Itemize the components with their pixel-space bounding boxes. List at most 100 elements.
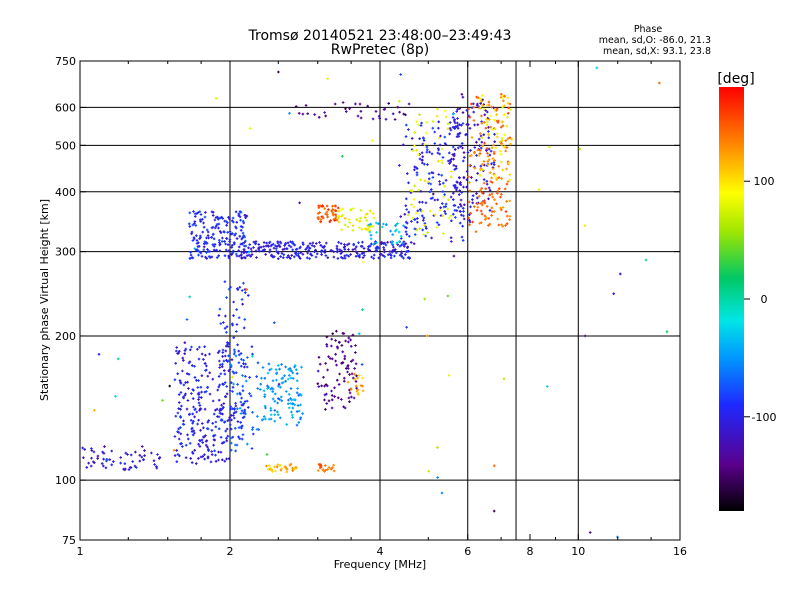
data-point (239, 218, 242, 222)
data-point (235, 237, 239, 240)
data-point (612, 292, 615, 295)
data-point (481, 201, 485, 204)
data-point (454, 165, 458, 168)
data-point (480, 212, 484, 216)
data-point (201, 455, 204, 458)
data-point (361, 256, 365, 259)
data-point (214, 226, 217, 230)
data-point (501, 120, 504, 124)
data-point (273, 392, 277, 396)
data-point (206, 374, 210, 378)
data-point (375, 231, 378, 234)
data-point (428, 150, 431, 154)
data-point (473, 205, 476, 208)
data-point (425, 150, 429, 154)
data-point (276, 251, 280, 254)
data-point (224, 395, 227, 398)
x-axis-label: Frequency [MHz] (334, 558, 426, 571)
data-point (204, 353, 207, 357)
data-point (102, 457, 105, 461)
data-point (102, 464, 105, 468)
data-point (289, 245, 293, 249)
data-point (286, 241, 290, 245)
data-point (480, 136, 484, 139)
data-point (499, 160, 503, 164)
data-point (232, 382, 235, 386)
data-point (235, 226, 238, 230)
data-point (82, 456, 85, 459)
data-point (225, 437, 228, 440)
data-point (410, 137, 414, 140)
data-point (330, 344, 333, 348)
data-point (220, 403, 223, 407)
data-point (295, 410, 299, 413)
data-point (343, 245, 346, 248)
data-point (336, 257, 340, 260)
data-point (240, 250, 243, 254)
data-point (437, 223, 441, 227)
data-point (359, 384, 363, 387)
data-point (315, 252, 319, 256)
data-point (485, 104, 489, 107)
data-point (311, 241, 315, 245)
data-point (502, 99, 505, 103)
data-point (377, 114, 381, 118)
data-point (433, 130, 436, 134)
data-point (322, 376, 325, 379)
data-point (100, 462, 104, 465)
data-point (504, 149, 507, 153)
data-point (207, 250, 210, 253)
data-point (183, 349, 187, 352)
data-point (431, 126, 435, 130)
data-point (392, 245, 395, 249)
data-point (267, 464, 271, 467)
data-point (452, 254, 456, 258)
data-point (326, 384, 329, 388)
data-point (212, 248, 216, 252)
data-point (347, 248, 350, 251)
data-point (397, 230, 401, 234)
data-point (244, 379, 248, 383)
data-point (361, 384, 364, 388)
data-point (383, 250, 386, 254)
data-point (504, 210, 508, 213)
data-point (203, 345, 206, 348)
data-point (458, 123, 461, 126)
colorbar-tick-label: 0 (761, 293, 768, 306)
data-point (448, 127, 452, 130)
data-point (285, 468, 289, 471)
data-point (242, 402, 246, 405)
data-point (405, 123, 408, 127)
data-point (469, 205, 472, 209)
data-point (242, 281, 245, 285)
data-point (493, 118, 496, 122)
data-point (487, 197, 490, 201)
data-point (350, 395, 353, 399)
data-point (415, 171, 419, 174)
data-point (459, 203, 462, 206)
data-point (189, 457, 192, 460)
data-point (223, 459, 227, 463)
data-point (356, 114, 360, 118)
data-point (468, 127, 472, 130)
data-point (456, 127, 460, 130)
data-point (443, 184, 446, 188)
data-point (476, 196, 479, 200)
data-point (404, 113, 407, 117)
data-point (479, 164, 483, 168)
data-point (402, 112, 405, 116)
data-point (318, 241, 321, 244)
data-point (161, 399, 164, 402)
data-point (240, 289, 244, 292)
data-point (363, 254, 366, 257)
data-point (239, 229, 243, 232)
data-point (431, 196, 434, 200)
data-point (134, 450, 137, 454)
data-point (476, 123, 480, 126)
data-point (233, 408, 236, 411)
data-point (182, 383, 186, 387)
data-point (270, 468, 273, 471)
data-point (306, 256, 309, 260)
data-point (427, 470, 431, 473)
data-point (487, 147, 491, 151)
